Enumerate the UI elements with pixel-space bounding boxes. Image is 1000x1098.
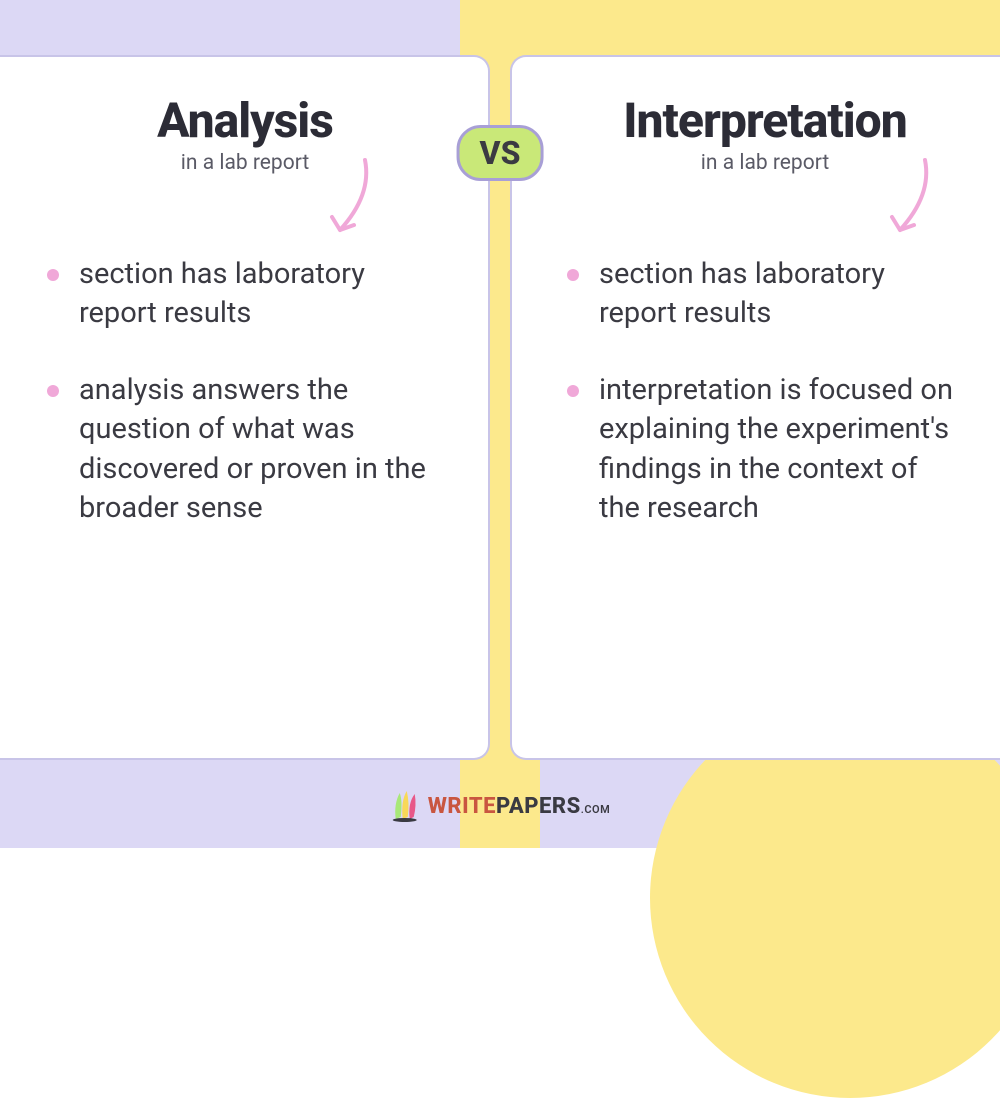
left-bullets: section has laboratory report results an… <box>47 255 443 528</box>
arrow-icon <box>310 155 380 245</box>
feather-logo-icon <box>390 789 420 823</box>
vs-badge: VS <box>457 125 544 181</box>
footer-brand: WRITEPAPERS.COM <box>390 789 611 823</box>
left-heading: Analysis <box>47 92 443 149</box>
right-bullets: section has laboratory report results in… <box>567 255 963 528</box>
left-panel: Analysis in a lab report section has lab… <box>0 55 490 760</box>
brand-write: WRITE <box>428 794 496 819</box>
list-item: analysis answers the question of what wa… <box>47 371 443 528</box>
brand-com: .COM <box>581 803 611 816</box>
list-item: interpretation is focused on explaining … <box>567 371 963 528</box>
right-heading: Interpretation <box>567 92 963 149</box>
comparison-container: Analysis in a lab report section has lab… <box>0 0 1000 760</box>
list-item: section has laboratory report results <box>47 255 443 333</box>
brand-text: WRITEPAPERS.COM <box>428 794 611 819</box>
arrow-icon <box>870 155 940 245</box>
brand-papers: PAPERS <box>496 794 581 819</box>
list-item: section has laboratory report results <box>567 255 963 333</box>
left-subheading: in a lab report <box>47 151 443 175</box>
